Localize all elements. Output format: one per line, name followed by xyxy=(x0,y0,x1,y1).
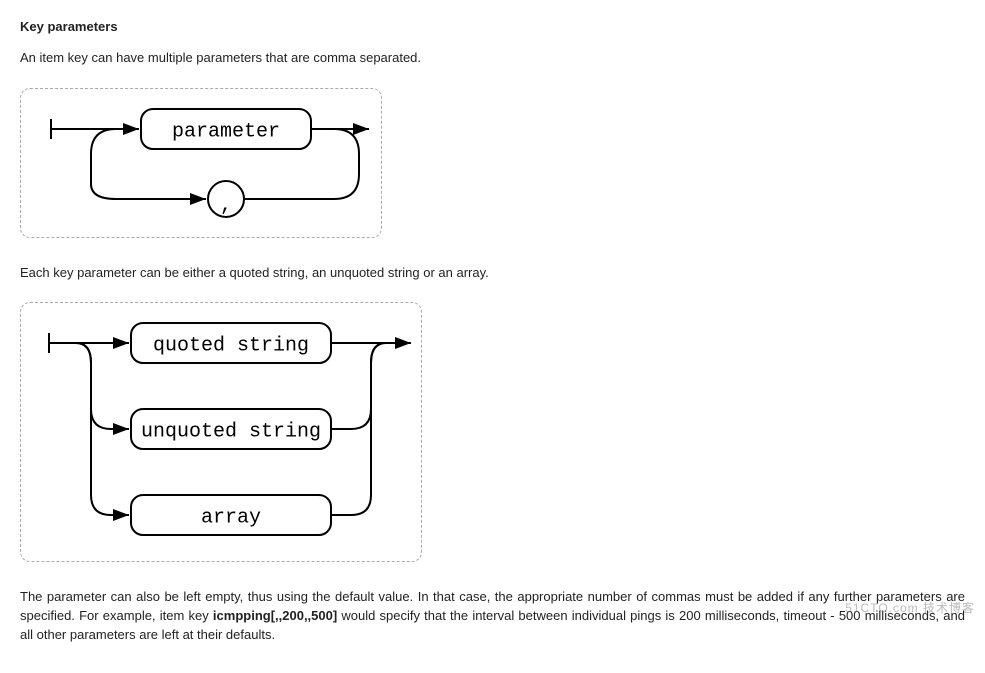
example-key: icmpping[,,200,,500] xyxy=(213,608,337,623)
intro-paragraph-2: Each key parameter can be either a quote… xyxy=(20,264,965,283)
node-array-label: array xyxy=(201,507,261,530)
diagram-parameter-loop: parameter , xyxy=(20,88,382,238)
intro-paragraph-1: An item key can have multiple parameters… xyxy=(20,49,965,68)
node-quoted-string-label: quoted string xyxy=(153,335,309,358)
diagram-parameter-types: quoted string unquoted string array xyxy=(20,302,422,562)
section-title: Key parameters xyxy=(20,18,965,37)
closing-paragraph: The parameter can also be left empty, th… xyxy=(20,588,965,645)
node-parameter-label: parameter xyxy=(172,120,280,143)
node-unquoted-string-label: unquoted string xyxy=(141,421,321,444)
node-comma-label: , xyxy=(220,194,232,217)
